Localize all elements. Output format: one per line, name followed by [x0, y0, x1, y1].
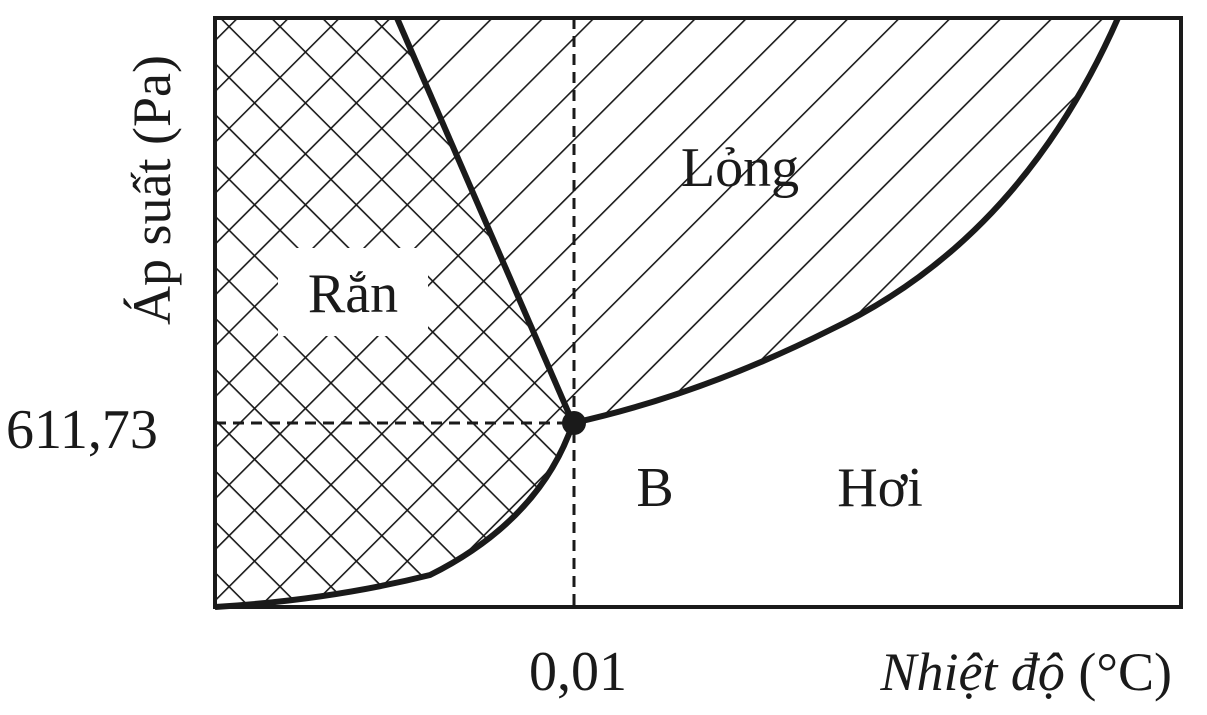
x-axis-label: Nhiệt độ (°C): [879, 642, 1172, 702]
liquid-label: Lỏng: [681, 137, 799, 199]
x-axis-unit: (°C): [1078, 642, 1172, 702]
plot-frame: [213, 16, 1183, 609]
solid-label-backing: [278, 248, 428, 336]
liquid-region: [397, 18, 1118, 423]
point-b-label: B: [636, 457, 673, 519]
x-tick-label: 0,01: [529, 641, 627, 703]
triple-point-marker: [562, 411, 586, 435]
solid-label: Rắn: [308, 263, 398, 325]
x-axis-quantity: Nhiệt độ: [879, 642, 1065, 702]
x-axis-space: [1065, 642, 1079, 702]
vaporization-curve: [572, 16, 1121, 426]
melting-curve: [394, 16, 576, 425]
y-axis-label: Áp suất (Pa): [122, 55, 182, 325]
sublimation-curve: [214, 422, 576, 610]
y-tick-label: 611,73: [6, 399, 158, 461]
vapor-label: Hơi: [837, 457, 923, 519]
